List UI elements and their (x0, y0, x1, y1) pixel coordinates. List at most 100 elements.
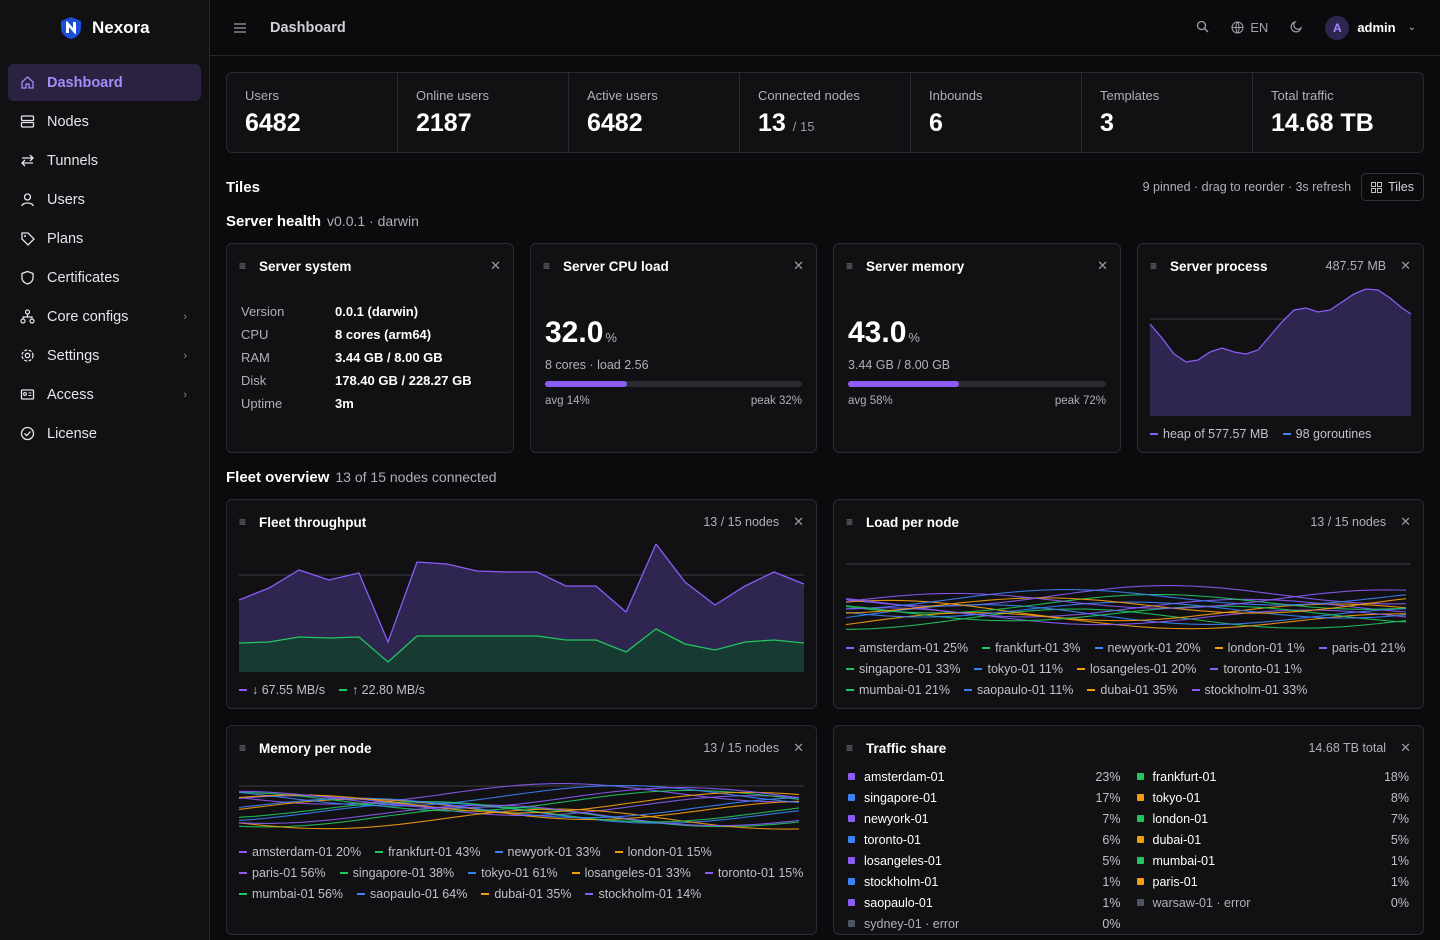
close-icon[interactable]: ✕ (1400, 514, 1411, 529)
drag-handle-icon[interactable]: ≡ (846, 515, 854, 529)
search-icon[interactable] (1196, 20, 1209, 36)
system-row: CPU 8 cores (arm64) (241, 327, 499, 350)
sidebar-item-users[interactable]: Users (8, 181, 201, 218)
sidebar-item-license[interactable]: License (8, 415, 201, 452)
share-swatch (1136, 794, 1144, 801)
system-key: Disk (241, 373, 267, 388)
close-icon[interactable]: ✕ (793, 514, 804, 529)
drag-handle-icon[interactable]: ≡ (846, 741, 854, 755)
legend-label: mumbai-01 56% (252, 886, 344, 901)
server-cpu-card: ≡ Server CPU load ✕ 32.0% 8 cores · load… (530, 243, 817, 453)
close-icon[interactable]: ✕ (1400, 740, 1411, 755)
share-percent: 1% (1102, 895, 1121, 910)
legend-item: tokyo-01 61% (468, 865, 558, 880)
process-legend: heap of 577.57 MB 98 goroutines (1138, 426, 1423, 441)
tag-icon (21, 232, 35, 246)
system-key: CPU (241, 327, 269, 342)
sidebar-item-plans[interactable]: Plans (8, 220, 201, 257)
memory-progress-bar (848, 381, 1106, 387)
section-subtitle: 13 of 15 nodes connected (335, 469, 497, 485)
stat-value-row: 6482 (245, 109, 379, 138)
legend-swatch (614, 850, 623, 853)
close-icon[interactable]: ✕ (1097, 258, 1108, 273)
legend-swatch (571, 871, 580, 874)
legend-label: stockholm-01 14% (598, 886, 702, 901)
sidebar-item-nodes[interactable]: Nodes (8, 103, 201, 140)
share-swatch (848, 920, 855, 927)
close-icon[interactable]: ✕ (1400, 258, 1411, 273)
fleet-overview-title: Fleet overview 13 of 15 nodes connected (226, 469, 497, 486)
card-title: Server memory (866, 258, 965, 274)
sidebar-item-core-configs[interactable]: Core configs › (8, 298, 201, 335)
language-selector[interactable]: EN (1231, 20, 1268, 35)
legend-swatch (239, 892, 247, 895)
memory-peak: peak 72% (1054, 395, 1106, 407)
grid-icon (1371, 181, 1383, 193)
drag-handle-icon[interactable]: ≡ (239, 259, 247, 273)
sidebar-item-label: Nodes (47, 113, 89, 130)
card-meta: 487.57 MB (1325, 259, 1387, 273)
unit: % (605, 330, 617, 345)
legend-item: losangeles-01 20% (1076, 661, 1196, 676)
chevron-right-icon: › (183, 388, 187, 401)
share-percent: 0% (1102, 916, 1121, 931)
drag-handle-icon[interactable]: ≡ (239, 515, 247, 529)
legend-item: toronto-01 1% (1210, 661, 1302, 676)
legend-item: losangeles-01 33% (571, 865, 691, 880)
chevron-right-icon: › (183, 349, 187, 362)
drag-handle-icon[interactable]: ≡ (1150, 259, 1158, 273)
section-title-text: Server health (226, 213, 322, 230)
system-row: Disk 178.40 GB / 228.27 GB (241, 373, 499, 396)
menu-icon[interactable] (234, 22, 254, 33)
user-menu[interactable]: A admin ⌄ (1325, 15, 1416, 40)
share-percent: 7% (1390, 811, 1409, 826)
process-chart (1149, 288, 1412, 416)
theme-toggle-moon-icon[interactable] (1290, 20, 1303, 36)
sidebar: Nexora Dashboard Nodes Tunnels Users Plans Ce… (0, 0, 210, 940)
share-percent: 1% (1390, 853, 1409, 868)
stat-active-users: Active users 6482 (569, 73, 740, 152)
legend-swatch (846, 688, 854, 691)
legend-item: stockholm-01 14% (585, 886, 701, 901)
share-percent: 5% (1390, 832, 1409, 847)
legend-label: tokyo-01 61% (481, 865, 558, 880)
sidebar-item-settings[interactable]: Settings › (8, 337, 201, 374)
card-title: Server CPU load (563, 258, 669, 274)
sidebar-item-dashboard[interactable]: Dashboard (8, 64, 201, 101)
share-row: mumbai-01 1% (1136, 850, 1409, 871)
sidebar-item-certificates[interactable]: Certificates (8, 259, 201, 296)
sidebar-item-access[interactable]: Access › (8, 376, 201, 413)
series-line (238, 789, 800, 812)
legend-label: toronto-01 1% (1223, 661, 1302, 676)
section-title-text: Fleet overview (226, 469, 330, 486)
legend-label: ↑ 22.80 MB/s (351, 682, 425, 697)
card-title: Server system (259, 258, 352, 274)
series-line (845, 601, 1407, 619)
sidebar-item-tunnels[interactable]: Tunnels (8, 142, 201, 179)
shield-icon (21, 270, 34, 285)
legend-label: toronto-01 15% (717, 865, 804, 880)
close-icon[interactable]: ✕ (490, 258, 501, 273)
stat-users: Users 6482 (227, 73, 398, 152)
share-swatch (1136, 836, 1144, 843)
legend-item: paris-01 56% (239, 865, 326, 880)
drag-handle-icon[interactable]: ≡ (846, 259, 854, 273)
legend-swatch (1191, 688, 1200, 691)
stat-label: Connected nodes (758, 88, 860, 103)
brand[interactable]: Nexora (0, 0, 209, 56)
cpu-avg: avg 14% (545, 395, 590, 407)
close-icon[interactable]: ✕ (793, 258, 804, 273)
legend-swatch (239, 850, 247, 853)
legend-swatch (1214, 646, 1223, 649)
legend-label: dubai-01 35% (494, 886, 572, 901)
drag-handle-icon[interactable]: ≡ (543, 259, 551, 273)
system-key: Uptime (241, 396, 283, 411)
drag-handle-icon[interactable]: ≡ (239, 741, 247, 755)
stat-label: Inbounds (929, 88, 983, 103)
legend-item: frankfurt-01 43% (375, 844, 481, 859)
legend-swatch (1076, 667, 1085, 670)
share-node: london-01 (1152, 811, 1209, 826)
throughput-legend: ↓ 67.55 MB/s ↑ 22.80 MB/s (227, 682, 816, 697)
close-icon[interactable]: ✕ (793, 740, 804, 755)
tiles-button[interactable]: Tiles (1361, 173, 1424, 201)
